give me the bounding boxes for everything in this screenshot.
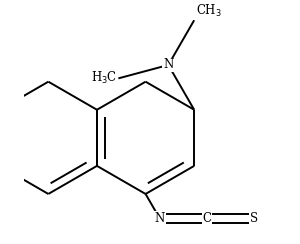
Text: CH$_3$: CH$_3$	[196, 3, 221, 19]
Text: H$_3$C: H$_3$C	[91, 70, 117, 86]
Text: N: N	[154, 212, 165, 225]
Text: C: C	[202, 212, 211, 225]
Text: N: N	[163, 59, 173, 71]
Text: S: S	[250, 212, 258, 225]
